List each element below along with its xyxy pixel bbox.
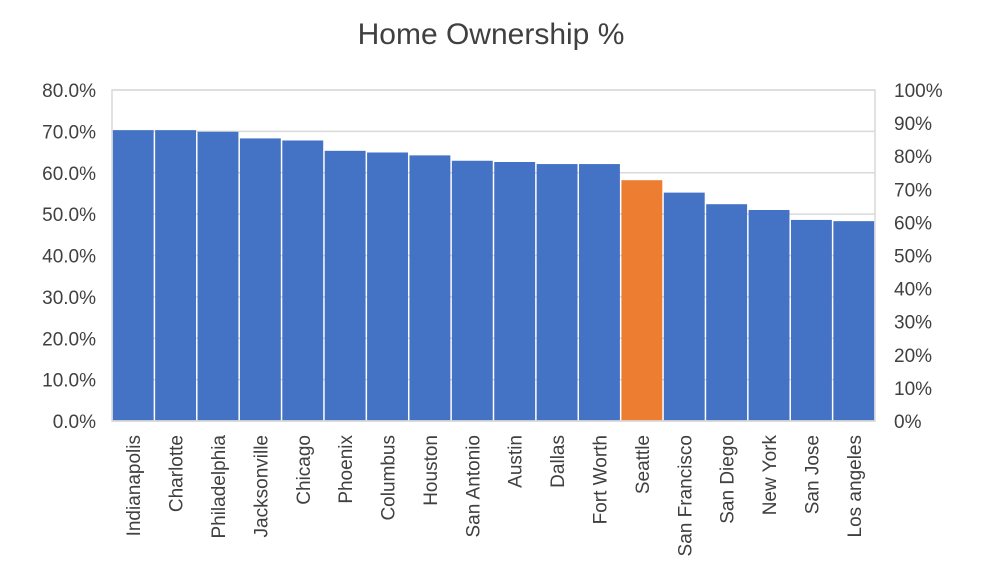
y-tick-label: 80.0%	[42, 81, 96, 102]
x-tick-label: Chicago	[294, 435, 315, 505]
bar	[790, 219, 832, 421]
x-tick-label: Fort Worth	[590, 435, 611, 524]
bar	[579, 164, 620, 421]
bar	[536, 164, 578, 421]
x-tick-label: Dallas	[548, 435, 569, 488]
x-tick-label: Austin	[506, 435, 527, 488]
bar	[621, 180, 663, 421]
chart-title: Home Ownership %	[357, 18, 625, 51]
x-tick-label: San Jose	[802, 435, 823, 514]
bar	[833, 221, 875, 421]
y-tick-label: 30.0%	[42, 288, 96, 309]
bar	[197, 131, 239, 421]
y2-tick-label: 20%	[894, 346, 932, 367]
y-tick-label: 50.0%	[42, 205, 96, 226]
x-tick-label: Jacksonville	[251, 435, 272, 537]
bar	[282, 140, 324, 422]
x-tick-label: New York	[760, 435, 781, 516]
y2-tick-label: 0%	[894, 412, 922, 433]
x-tick-label: Philadelphia	[209, 435, 230, 539]
y2-tick-label: 80%	[894, 147, 932, 168]
x-tick-label: Seattle	[633, 435, 654, 494]
x-tick-label: San Francisco	[675, 435, 696, 556]
bar	[663, 192, 705, 421]
x-tick-label: San Diego	[718, 435, 739, 524]
y-tick-label: 20.0%	[42, 329, 96, 350]
bar	[324, 150, 366, 422]
x-tick-label: Houston	[421, 435, 442, 506]
y2-tick-label: 10%	[894, 379, 932, 400]
bar	[706, 204, 748, 421]
bar	[451, 160, 493, 421]
bar	[155, 130, 197, 422]
x-tick-label: San Antonio	[463, 435, 484, 537]
x-tick-label: Los angeles	[845, 435, 866, 537]
y-tick-label: 40.0%	[42, 247, 96, 268]
bar	[748, 209, 790, 421]
y2-tick-label: 40%	[894, 280, 932, 301]
y2-tick-label: 90%	[894, 114, 932, 135]
y2-tick-label: 60%	[894, 213, 932, 234]
x-tick-label: Columbus	[379, 435, 400, 521]
y-tick-label: 60.0%	[42, 164, 96, 185]
x-tick-label: Indianapolis	[124, 435, 145, 536]
y2-tick-label: 50%	[894, 247, 932, 268]
bar	[494, 161, 536, 421]
y2-tick-label: 30%	[894, 313, 932, 334]
bar	[239, 138, 281, 421]
bar	[409, 155, 451, 421]
bar	[112, 130, 154, 422]
y2-tick-label: 70%	[894, 180, 932, 201]
y2-tick-label: 100%	[894, 81, 943, 102]
y-tick-label: 70.0%	[42, 122, 96, 143]
x-tick-label: Charlotte	[167, 435, 188, 512]
y-tick-label: 0.0%	[53, 412, 96, 433]
bar	[367, 152, 408, 421]
y-tick-label: 10.0%	[42, 371, 96, 392]
x-tick-label: Phoenix	[336, 435, 357, 504]
